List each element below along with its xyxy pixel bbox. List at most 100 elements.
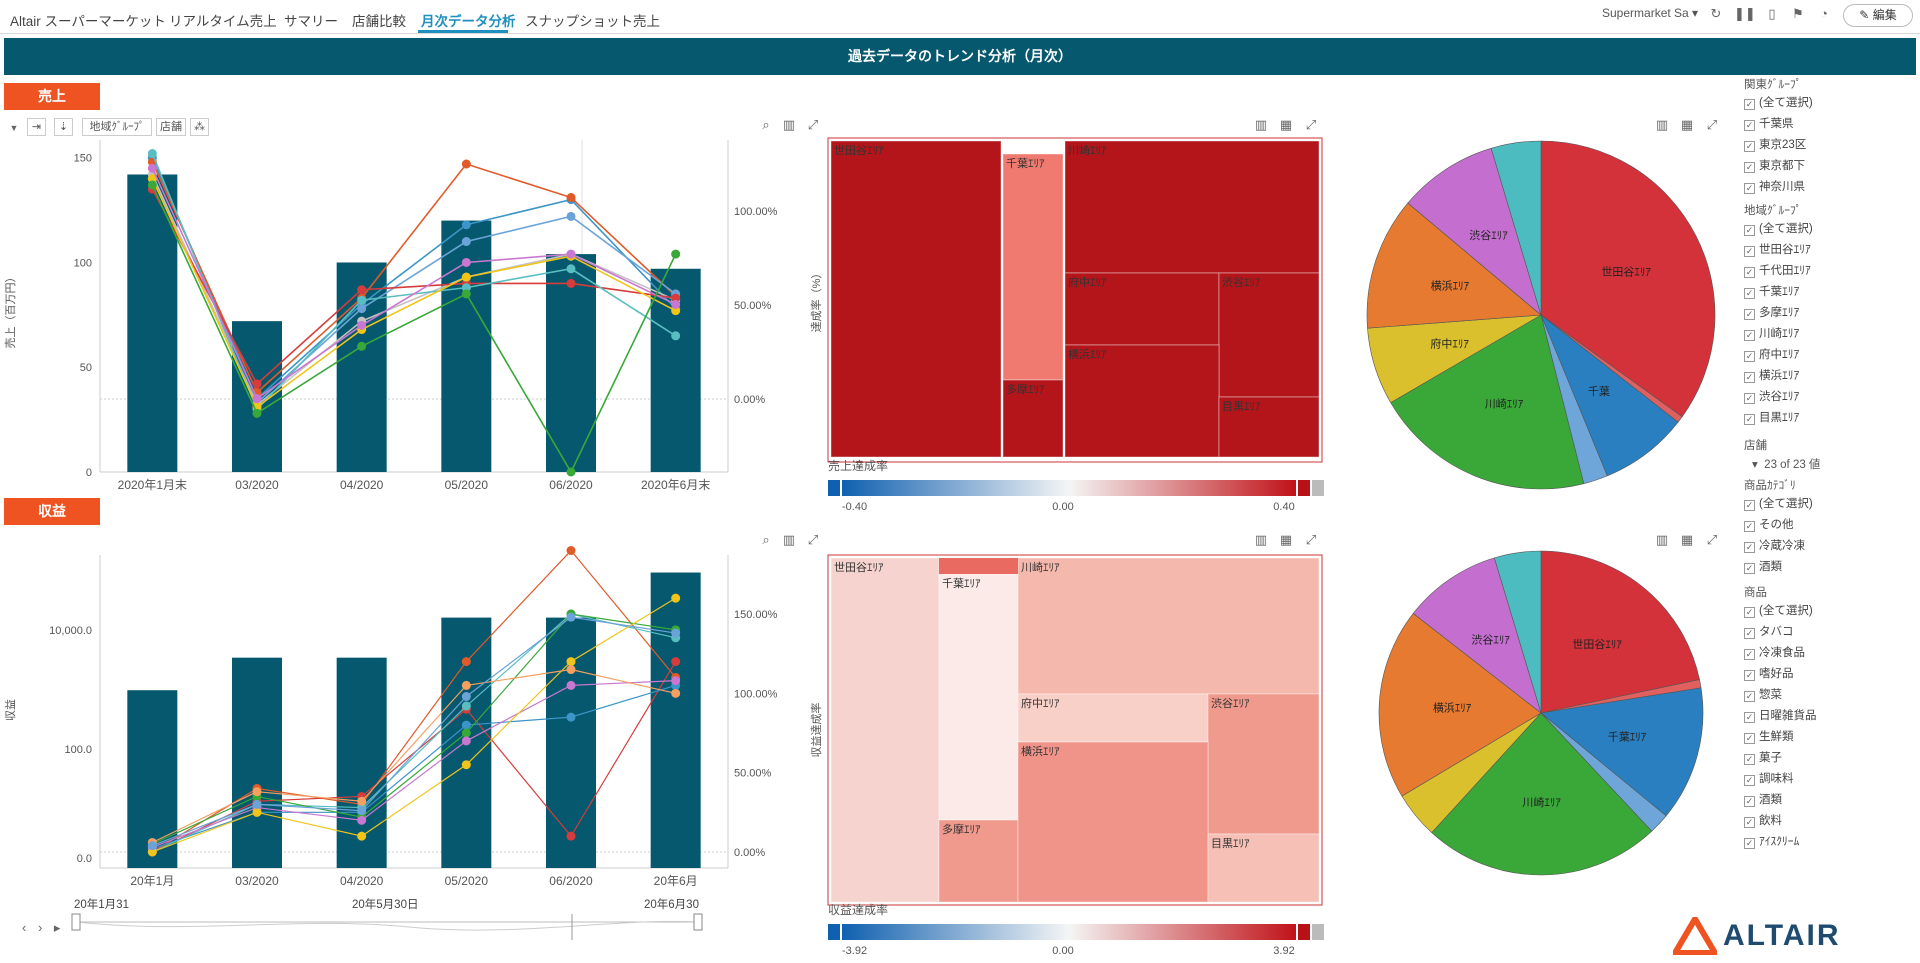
export-icon[interactable]: ▥	[782, 532, 796, 547]
checkbox[interactable]: ✓	[1744, 267, 1755, 278]
timeline-nav[interactable]: ‹ › ▸	[22, 920, 65, 935]
filter-product-item[interactable]: ✓ 冷凍食品	[1744, 645, 1805, 661]
checkbox[interactable]: ✓	[1744, 521, 1755, 532]
checkbox[interactable]: ✓	[1744, 691, 1755, 702]
checkbox[interactable]: ✓	[1744, 183, 1755, 194]
checkbox[interactable]: ✓	[1744, 99, 1755, 110]
export-icon[interactable]: ▥	[1655, 532, 1669, 547]
tab-3[interactable]: 店舗比較	[352, 14, 406, 29]
filter-product-item[interactable]: ✓ 飲料	[1744, 813, 1782, 829]
checkbox[interactable]: ✓	[1744, 351, 1755, 362]
checkbox[interactable]: ✓	[1744, 372, 1755, 383]
checkbox[interactable]: ✓	[1744, 670, 1755, 681]
checkbox[interactable]: ✓	[1744, 225, 1755, 236]
datasource-select[interactable]: Supermarket Sa ▾	[1602, 6, 1699, 20]
filter-region-item[interactable]: ✓ 目黒ｴﾘｱ	[1744, 410, 1799, 426]
checkbox[interactable]: ✓	[1744, 330, 1755, 341]
table-icon[interactable]: ▦	[1279, 117, 1293, 132]
checkbox[interactable]: ✓	[1744, 141, 1755, 152]
expand-icon[interactable]: ⤢	[1305, 532, 1317, 547]
filter-product-item[interactable]: ✓ 生鮮類	[1744, 729, 1794, 745]
checkbox[interactable]: ✓	[1744, 838, 1755, 849]
filter-region-item[interactable]: ✓ 千代田ｴﾘｱ	[1744, 263, 1811, 279]
chevron-down-icon[interactable]: ▼	[9, 123, 19, 133]
filter-category-item[interactable]: ✓ (全て選択)	[1744, 496, 1813, 512]
region-group-button[interactable]: 地域ｸﾞﾙｰﾌﾟ	[82, 118, 152, 136]
checkbox[interactable]: ✓	[1744, 288, 1755, 299]
tab-4[interactable]: 月次データ分析	[421, 14, 516, 29]
checkbox[interactable]: ✓	[1744, 712, 1755, 723]
expand-icon[interactable]: ⤢	[1706, 117, 1718, 132]
checkbox[interactable]: ✓	[1744, 393, 1755, 404]
refresh-icon[interactable]: ↻	[1710, 6, 1722, 21]
filter-product-item[interactable]: ✓ 調味料	[1744, 771, 1794, 787]
filter-category-item[interactable]: ✓ その他	[1744, 517, 1794, 533]
export-icon[interactable]: ▥	[1254, 532, 1268, 547]
store-button[interactable]: 店舗	[156, 118, 186, 136]
checkbox[interactable]: ✓	[1744, 754, 1755, 765]
filter-product-item[interactable]: ✓ ｱｲｽｸﾘｰﾑ	[1744, 834, 1799, 850]
filter-kanto-item[interactable]: ✓ 千葉県	[1744, 116, 1794, 132]
checkbox[interactable]: ✓	[1744, 817, 1755, 828]
filter-product-item[interactable]: ✓ 惣菜	[1744, 687, 1782, 703]
filter-region-item[interactable]: ✓ 川崎ｴﾘｱ	[1744, 326, 1799, 342]
filter-product-item[interactable]: ✓ 嗜好品	[1744, 666, 1794, 682]
filter-region-item[interactable]: ✓ (全て選択)	[1744, 221, 1813, 237]
checkbox[interactable]: ✓	[1744, 120, 1755, 131]
filter-kanto-item[interactable]: ✓ 東京23区	[1744, 137, 1806, 153]
expand-icon[interactable]: ⤢	[1706, 532, 1718, 547]
filter-category-item[interactable]: ✓ 酒類	[1744, 559, 1782, 575]
filter-kanto-item[interactable]: ✓ 神奈川県	[1744, 179, 1805, 195]
export-icon[interactable]: ▥	[1254, 117, 1268, 132]
expand-icon[interactable]: ⤢	[807, 117, 819, 132]
checkbox[interactable]: ✓	[1744, 500, 1755, 511]
checkbox[interactable]: ✓	[1744, 414, 1755, 425]
checkbox[interactable]: ✓	[1744, 628, 1755, 639]
table-icon[interactable]: ▦	[1680, 117, 1694, 132]
filter-region-item[interactable]: ✓ 横浜ｴﾘｱ	[1744, 368, 1799, 384]
filter-product-item[interactable]: ✓ タバコ	[1744, 624, 1794, 640]
checkbox[interactable]: ✓	[1744, 563, 1755, 574]
hierarchy-button[interactable]: ⁂	[190, 118, 209, 136]
checkbox[interactable]: ✓	[1744, 775, 1755, 786]
checkbox[interactable]: ✓	[1744, 733, 1755, 744]
filter-region-item[interactable]: ✓ 千葉ｴﾘｱ	[1744, 284, 1799, 300]
filter-region-item[interactable]: ✓ 世田谷ｴﾘｱ	[1744, 242, 1811, 258]
filter-region-item[interactable]: ✓ 府中ｴﾘｱ	[1744, 347, 1799, 363]
filter-kanto-item[interactable]: ✓ (全て選択)	[1744, 95, 1813, 111]
expand-icon[interactable]: ⤢	[807, 532, 819, 547]
sort-button[interactable]: ⇥	[27, 118, 46, 136]
filter-product-item[interactable]: ✓ 菓子	[1744, 750, 1782, 766]
tab-5[interactable]: スナップショット売上	[525, 14, 660, 29]
zoom-icon[interactable]: ⌕	[762, 532, 770, 547]
filter-product-item[interactable]: ✓ 酒類	[1744, 792, 1782, 808]
export-icon[interactable]: ▥	[782, 117, 796, 132]
filter-product-item[interactable]: ✓ (全て選択)	[1744, 603, 1813, 619]
export-icon[interactable]: ▥	[1655, 117, 1669, 132]
pdf-icon[interactable]: ▯	[1768, 6, 1776, 21]
bell-icon[interactable]: ◔	[1820, 6, 1828, 21]
filter-region-item[interactable]: ✓ 多摩ｴﾘｱ	[1744, 305, 1799, 321]
tab-0[interactable]: Altair スーパーマーケット	[10, 14, 166, 29]
drilldown-button[interactable]: ⇣	[54, 118, 73, 136]
tab-1[interactable]: リアルタイム売上	[169, 14, 277, 29]
checkbox[interactable]: ✓	[1744, 796, 1755, 807]
filter-category-item[interactable]: ✓ 冷蔵冷凍	[1744, 538, 1805, 554]
checkbox[interactable]: ✓	[1744, 162, 1755, 173]
edit-button[interactable]: ✎ 編集	[1843, 4, 1913, 27]
filter-product-item[interactable]: ✓ 日曜雑貨品	[1744, 708, 1817, 724]
zoom-icon[interactable]: ⌕	[762, 117, 770, 132]
bookmark-icon[interactable]: ⚑	[1792, 6, 1804, 21]
checkbox[interactable]: ✓	[1744, 607, 1755, 618]
pause-icon[interactable]: ❚❚	[1734, 6, 1756, 21]
checkbox[interactable]: ✓	[1744, 542, 1755, 553]
checkbox[interactable]: ✓	[1744, 246, 1755, 257]
store-count-select[interactable]: ▾ 23 of 23 値	[1752, 459, 1821, 471]
expand-icon[interactable]: ⤢	[1305, 117, 1317, 132]
tab-2[interactable]: サマリー	[284, 14, 338, 29]
checkbox[interactable]: ✓	[1744, 309, 1755, 320]
filter-region-item[interactable]: ✓ 渋谷ｴﾘｱ	[1744, 389, 1799, 405]
table-icon[interactable]: ▦	[1680, 532, 1694, 547]
filter-kanto-item[interactable]: ✓ 東京都下	[1744, 158, 1805, 174]
checkbox[interactable]: ✓	[1744, 649, 1755, 660]
